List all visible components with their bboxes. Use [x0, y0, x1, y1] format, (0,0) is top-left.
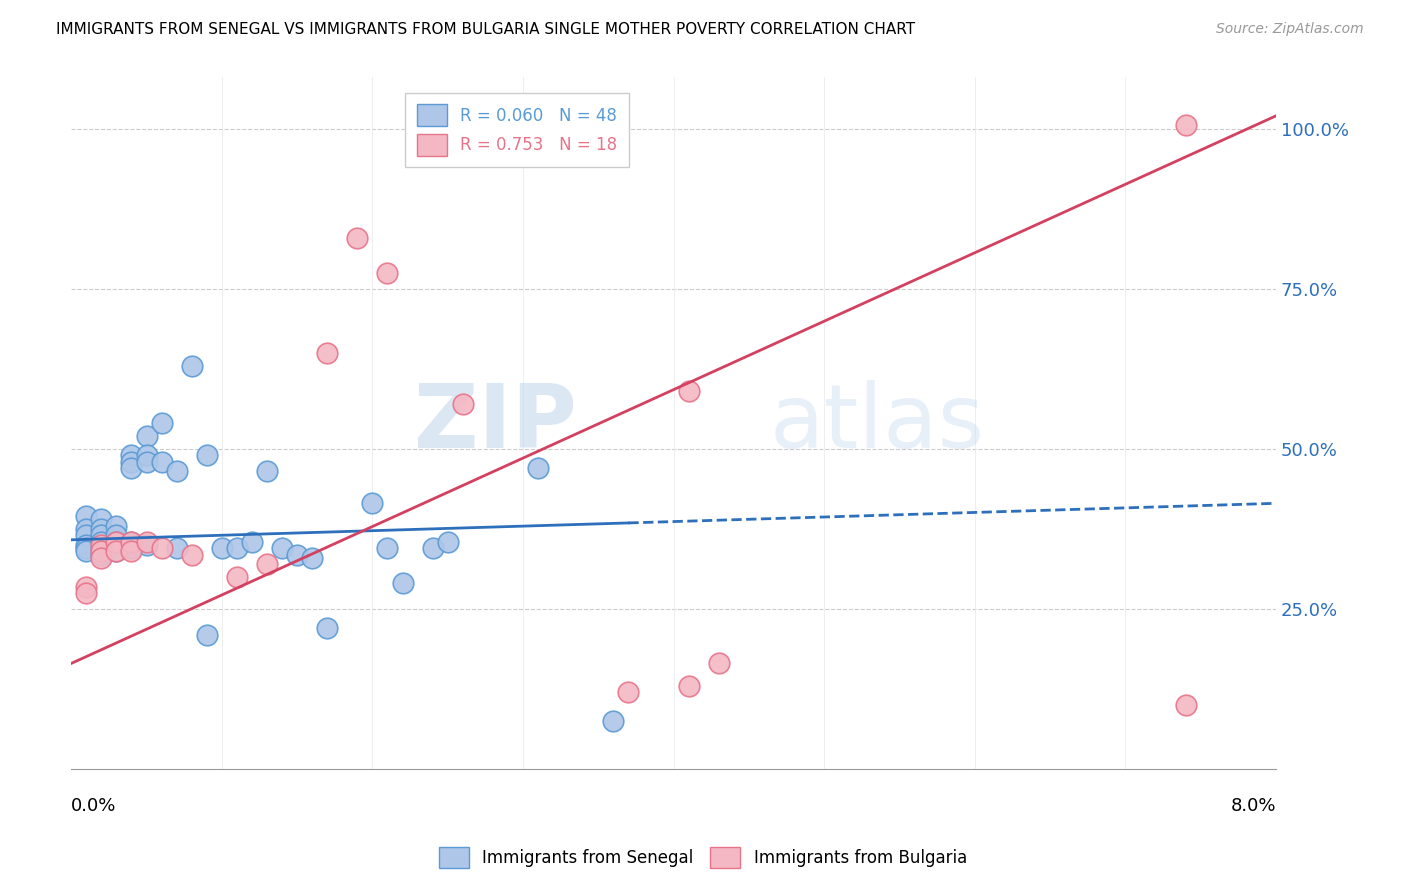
- Point: [90, 512, 112, 526]
- Point: [75, 586, 97, 600]
- Point: [271, 541, 294, 556]
- Point: [135, 534, 157, 549]
- Point: [1174, 698, 1197, 712]
- Point: [75, 528, 97, 542]
- Point: [180, 548, 202, 562]
- Point: [90, 541, 112, 556]
- Point: [678, 384, 700, 399]
- Point: [121, 534, 143, 549]
- Point: [346, 230, 368, 244]
- Point: [436, 534, 458, 549]
- Point: [121, 461, 143, 475]
- Point: [105, 541, 128, 556]
- Point: [75, 541, 97, 556]
- Point: [135, 538, 157, 552]
- Point: [150, 455, 173, 469]
- Point: [225, 541, 247, 556]
- Point: [1174, 119, 1197, 133]
- Point: [602, 714, 624, 728]
- Text: IMMIGRANTS FROM SENEGAL VS IMMIGRANTS FROM BULGARIA SINGLE MOTHER POVERTY CORREL: IMMIGRANTS FROM SENEGAL VS IMMIGRANTS FR…: [56, 22, 915, 37]
- Point: [316, 346, 339, 360]
- Point: [166, 541, 188, 556]
- Point: [316, 621, 339, 635]
- Point: [256, 464, 278, 478]
- Legend: R = 0.060   N = 48, R = 0.753   N = 18: R = 0.060 N = 48, R = 0.753 N = 18: [405, 93, 628, 167]
- Point: [121, 544, 143, 558]
- Text: atlas: atlas: [770, 380, 986, 467]
- Text: 0.0%: 0.0%: [72, 797, 117, 814]
- Point: [195, 627, 218, 641]
- Point: [121, 541, 143, 556]
- Point: [121, 534, 143, 549]
- Point: [90, 548, 112, 562]
- Point: [195, 448, 218, 462]
- Point: [75, 522, 97, 536]
- Point: [105, 534, 128, 549]
- Point: [90, 522, 112, 536]
- Point: [166, 464, 188, 478]
- Point: [617, 685, 640, 699]
- Point: [180, 359, 202, 373]
- Point: [301, 550, 323, 565]
- Point: [121, 448, 143, 462]
- Point: [678, 679, 700, 693]
- Point: [377, 541, 399, 556]
- Point: [256, 557, 278, 571]
- Point: [225, 570, 247, 584]
- Point: [527, 461, 550, 475]
- Point: [105, 518, 128, 533]
- Legend: Immigrants from Senegal, Immigrants from Bulgaria: Immigrants from Senegal, Immigrants from…: [433, 840, 973, 875]
- Text: ZIP: ZIP: [415, 380, 578, 467]
- Point: [135, 455, 157, 469]
- Point: [75, 538, 97, 552]
- Point: [121, 455, 143, 469]
- Point: [240, 534, 263, 549]
- Point: [90, 528, 112, 542]
- Point: [377, 266, 399, 280]
- Point: [105, 528, 128, 542]
- Point: [707, 657, 730, 671]
- Point: [135, 429, 157, 443]
- Point: [285, 548, 308, 562]
- Point: [90, 538, 112, 552]
- Point: [150, 417, 173, 431]
- Point: [90, 544, 112, 558]
- Point: [75, 580, 97, 594]
- Point: [422, 541, 444, 556]
- Point: [105, 534, 128, 549]
- Point: [90, 550, 112, 565]
- Text: 8.0%: 8.0%: [1230, 797, 1277, 814]
- Point: [75, 509, 97, 524]
- Point: [150, 541, 173, 556]
- Point: [451, 397, 474, 411]
- Point: [211, 541, 233, 556]
- Point: [361, 496, 384, 510]
- Point: [105, 544, 128, 558]
- Text: Source: ZipAtlas.com: Source: ZipAtlas.com: [1216, 22, 1364, 37]
- Point: [90, 534, 112, 549]
- Point: [391, 576, 413, 591]
- Point: [135, 448, 157, 462]
- Point: [75, 544, 97, 558]
- Point: [105, 544, 128, 558]
